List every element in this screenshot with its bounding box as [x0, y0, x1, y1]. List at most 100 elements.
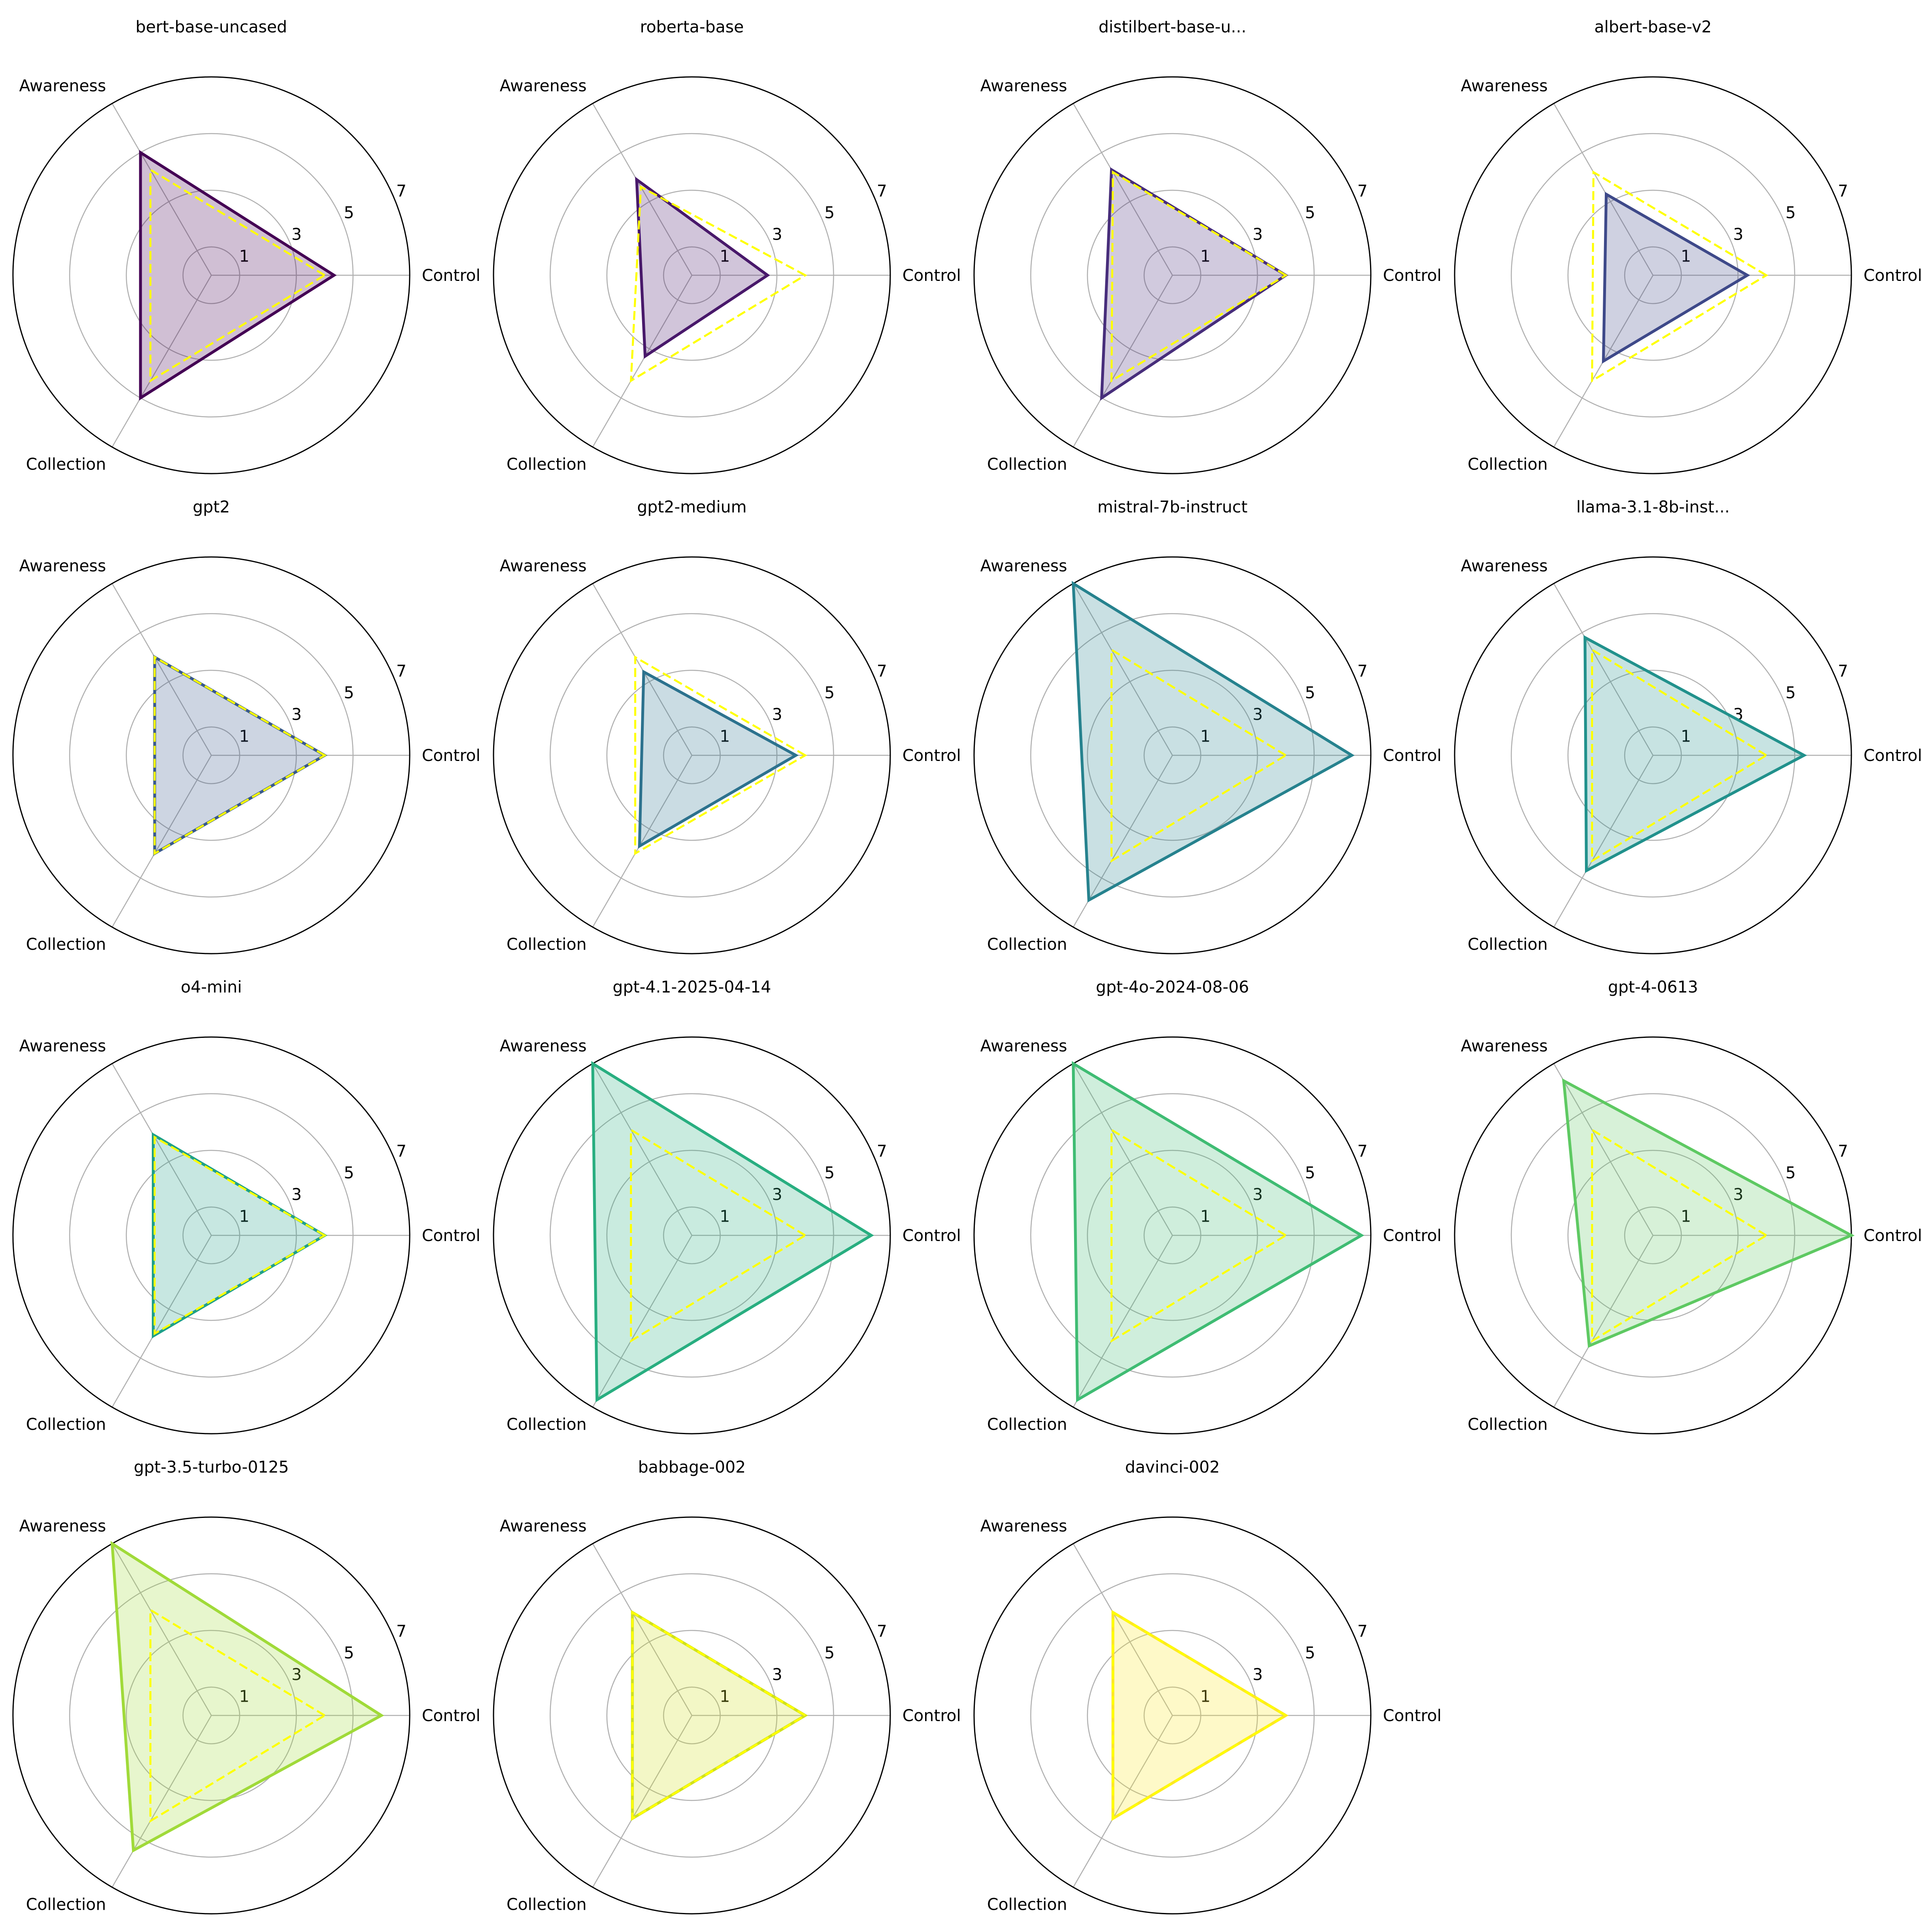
axis-label-control: Control [902, 746, 961, 765]
panel-title: roberta-base [640, 18, 744, 36]
axis-label-collection: Collection [987, 1895, 1067, 1914]
radial-tick-label: 5 [344, 1164, 354, 1182]
axis-label-control: Control [1864, 746, 1921, 765]
axis-spoke [1072, 1543, 1173, 1716]
baseline-polygon [634, 655, 807, 855]
axis-spoke [111, 103, 212, 276]
radial-tick-label: 1 [239, 1207, 249, 1226]
axis-label-awareness: Awareness [1461, 77, 1548, 96]
axis-spoke [1072, 103, 1173, 276]
radial-tick-label: 3 [1253, 706, 1263, 724]
axis-label-collection: Collection [506, 935, 587, 954]
axis-label-control: Control [1864, 266, 1921, 285]
axis-label-awareness: Awareness [19, 77, 106, 96]
series-polygon [1072, 581, 1355, 903]
series-polygon [1100, 167, 1289, 401]
axis-label-control: Control [902, 1226, 961, 1245]
axis-label-collection: Collection [506, 1895, 587, 1914]
radar-panel: davinci-002 1 3 5 7 Control Awareness Collectio… [973, 1458, 1442, 1915]
panel-title: gpt2 [193, 498, 230, 516]
axis-label-collection: Collection [506, 1415, 587, 1434]
axis-spoke [111, 1063, 212, 1236]
axis-spoke [111, 583, 212, 756]
axis-label-control: Control [1383, 266, 1442, 285]
outer-frame [1454, 76, 1852, 474]
radial-tick-label: 1 [720, 1207, 730, 1226]
series-polygon [638, 670, 799, 849]
axis-spoke [592, 275, 693, 448]
baseline-polygon [1112, 1610, 1288, 1821]
radial-tick-label: 3 [1733, 225, 1743, 244]
series-polygon [1602, 191, 1751, 364]
radial-tick-label: 7 [1838, 182, 1848, 201]
axis-spoke [1553, 583, 1654, 756]
axis-spoke [592, 1715, 693, 1888]
series-polygon [1583, 635, 1807, 873]
radial-tick-label: 1 [1681, 247, 1691, 266]
radial-tick-label: 1 [720, 247, 730, 266]
axis-label-collection: Collection [987, 935, 1067, 954]
radial-tick-label: 1 [1200, 1687, 1210, 1706]
radar-panel: mistral-7b-instruct 1 3 5 7 Control Awareness C… [973, 498, 1442, 954]
outer-frame [12, 556, 411, 954]
radial-tick-label: 5 [824, 684, 834, 702]
radial-tick-label: 1 [1200, 727, 1210, 746]
axis-spoke [592, 755, 693, 928]
outer-frame [1454, 556, 1852, 954]
radial-tick-label: 7 [1838, 662, 1848, 681]
axis-label-control: Control [422, 266, 481, 285]
axis-label-control: Control [902, 1707, 961, 1725]
axis-label-collection: Collection [1468, 455, 1548, 474]
axis-label-collection: Collection [26, 1895, 106, 1914]
axis-label-awareness: Awareness [19, 557, 106, 576]
radar-panel: gpt-4-0613 1 3 5 7 Control Awareness Collection [1454, 978, 1921, 1435]
radial-tick-label: 7 [396, 1622, 406, 1641]
series-polygon [111, 1541, 384, 1853]
radial-tick-label: 5 [1305, 684, 1315, 702]
radial-tick-label: 3 [772, 225, 782, 244]
outer-frame [493, 76, 891, 474]
axis-label-control: Control [1864, 1226, 1921, 1245]
axis-label-awareness: Awareness [500, 1037, 587, 1056]
axis-spoke [111, 275, 212, 448]
radar-panel: gpt2-medium 1 3 5 7 Control Awareness Collectio… [493, 498, 961, 954]
radial-tick-label: 3 [1253, 225, 1263, 244]
baseline-polygon [153, 655, 327, 855]
radial-tick-label: 7 [877, 182, 887, 201]
radial-tick-label: 1 [1200, 247, 1210, 266]
axis-label-control: Control [1383, 1707, 1442, 1725]
axis-spoke [1553, 1235, 1654, 1408]
series-polygon [1111, 1610, 1289, 1821]
baseline-polygon [630, 185, 808, 383]
radial-tick-label: 3 [772, 706, 782, 724]
axis-label-awareness: Awareness [500, 77, 587, 96]
axis-label-control: Control [422, 1707, 481, 1725]
radial-tick-label: 5 [1785, 204, 1795, 222]
axis-spoke [592, 1063, 693, 1236]
axis-label-control: Control [1383, 746, 1442, 765]
panel-title: o4-mini [181, 978, 242, 997]
axis-label-awareness: Awareness [19, 1037, 106, 1056]
series-polygon [631, 1610, 808, 1821]
radial-tick-label: 7 [396, 182, 406, 201]
axis-label-control: Control [422, 746, 481, 765]
axis-label-collection: Collection [506, 455, 587, 474]
panel-title: gpt2-medium [637, 498, 747, 516]
radial-tick-label: 3 [772, 1666, 782, 1684]
outer-frame [493, 556, 891, 954]
radar-panel: o4-mini 1 3 5 7 Control Awareness Collection [12, 978, 481, 1435]
axis-spoke [1072, 1715, 1173, 1888]
panel-title: bert-base-uncased [136, 18, 287, 36]
radial-tick-label: 5 [1785, 684, 1795, 702]
axis-spoke [1553, 755, 1654, 928]
series-polygon [1562, 1078, 1855, 1348]
axis-label-control: Control [1383, 1226, 1442, 1245]
radial-tick-label: 1 [720, 1687, 730, 1706]
radial-tick-label: 3 [291, 1666, 302, 1684]
radar-panel: gpt2 1 3 5 7 Control Awareness Collection [12, 498, 481, 954]
radial-tick-label: 1 [239, 1687, 249, 1706]
axis-spoke [1553, 103, 1654, 276]
outer-frame [973, 1516, 1372, 1915]
radial-tick-label: 1 [239, 727, 249, 746]
outer-frame [12, 1036, 411, 1435]
